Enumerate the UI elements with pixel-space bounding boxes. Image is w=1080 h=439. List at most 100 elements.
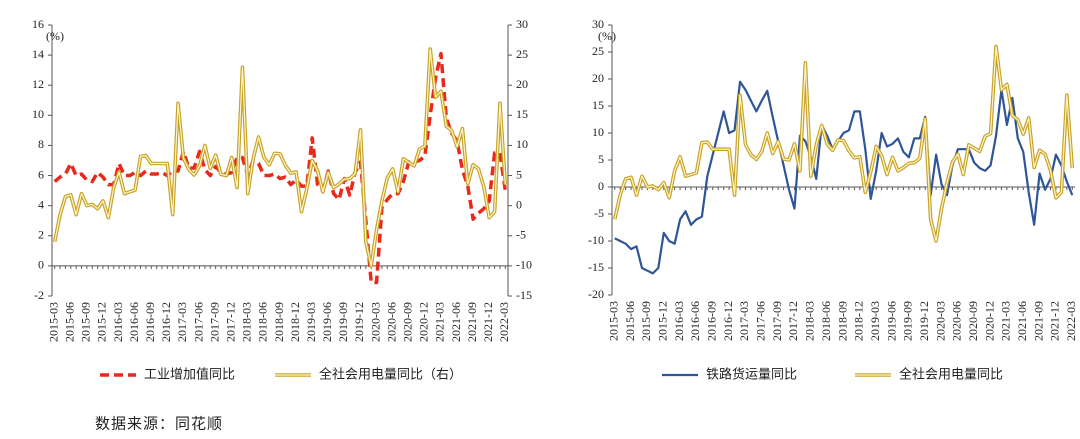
x-tick-label: 2016-03 xyxy=(111,302,125,342)
y-tick-label: 2 xyxy=(38,228,44,242)
y-tick-label: -5 xyxy=(594,206,604,220)
y2-tick-label: 10 xyxy=(516,137,528,151)
y-axis-unit: (%) xyxy=(46,29,64,43)
x-tick-label: 2017-03 xyxy=(737,301,751,341)
x-tick-label: 2018-06 xyxy=(819,301,833,341)
x-tick-label: 2018-09 xyxy=(272,302,286,342)
x-tick-label: 2021-06 xyxy=(1015,301,1029,341)
x-tick-label: 2017-03 xyxy=(175,302,189,342)
x-tick-label: 2022-03 xyxy=(1064,301,1078,341)
x-tick-label: 2019-12 xyxy=(352,302,366,342)
x-tick-label: 2019-09 xyxy=(336,302,350,342)
x-tick-label: 2015-09 xyxy=(79,302,93,342)
x-tick-label: 2017-09 xyxy=(207,302,221,342)
x-tick-label: 2016-12 xyxy=(721,301,735,341)
y2-tick-label: 15 xyxy=(516,107,528,121)
x-tick-label: 2021-12 xyxy=(1048,301,1062,341)
x-tick-label: 2021-09 xyxy=(465,302,479,342)
x-tick-label: 2016-09 xyxy=(143,302,157,342)
x-tick-label: 2022-03 xyxy=(497,302,511,342)
x-tick-label: 2021-06 xyxy=(449,302,463,342)
y-tick-label: -20 xyxy=(588,287,604,301)
y-tick-label: 8 xyxy=(38,137,44,151)
x-tick-label: 2018-09 xyxy=(835,301,849,341)
y-tick-label: 12 xyxy=(32,77,44,91)
x-tick-label: 2020-09 xyxy=(966,301,980,341)
y2-tick-label: -10 xyxy=(516,258,532,272)
x-tick-label: 2015-03 xyxy=(46,302,60,342)
y-tick-label: 5 xyxy=(598,152,604,166)
x-tick-label: 2020-03 xyxy=(933,301,947,341)
x-tick-label: 2021-03 xyxy=(433,302,447,342)
legend-label: 工业增加值同比 xyxy=(144,367,235,383)
x-tick-label: 2015-12 xyxy=(655,301,669,341)
x-tick-label: 2018-03 xyxy=(240,302,254,342)
y2-tick-label: 5 xyxy=(516,167,522,181)
x-tick-label: 2021-12 xyxy=(481,302,495,342)
y2-tick-label: 20 xyxy=(516,77,528,91)
x-tick-label: 2016-06 xyxy=(127,302,141,342)
series-line xyxy=(53,51,508,285)
x-tick-label: 2019-06 xyxy=(884,301,898,341)
series-line xyxy=(52,47,508,268)
y-tick-label: 16 xyxy=(32,17,44,31)
x-tick-label: 2019-06 xyxy=(320,302,334,342)
y-tick-label: -2 xyxy=(34,288,44,302)
y-tick-label: 4 xyxy=(38,197,44,211)
x-tick-label: 2021-03 xyxy=(999,301,1013,341)
x-tick-label: 2020-03 xyxy=(368,302,382,342)
x-tick-label: 2019-09 xyxy=(901,301,915,341)
x-tick-label: 2020-06 xyxy=(384,302,398,342)
x-tick-label: 2015-12 xyxy=(95,302,109,342)
x-tick-label: 2017-12 xyxy=(786,301,800,341)
x-tick-label: 2015-06 xyxy=(63,302,77,342)
x-tick-label: 2018-06 xyxy=(256,302,270,342)
x-tick-label: 2017-06 xyxy=(191,302,205,342)
x-tick-label: 2019-03 xyxy=(868,301,882,341)
x-tick-label: 2016-03 xyxy=(672,301,686,341)
x-tick-label: 2018-03 xyxy=(803,301,817,341)
x-tick-label: 2015-03 xyxy=(606,301,620,341)
x-tick-label: 2015-09 xyxy=(639,301,653,341)
x-tick-label: 2020-09 xyxy=(401,302,415,342)
legend-label: 全社会用电量同比（右） xyxy=(319,367,462,383)
x-tick-label: 2019-12 xyxy=(917,301,931,341)
x-tick-label: 2019-03 xyxy=(304,302,318,342)
legend-label: 铁路货运量同比 xyxy=(706,367,797,383)
x-tick-label: 2017-12 xyxy=(223,302,237,342)
y2-tick-label: -5 xyxy=(516,228,526,242)
y2-tick-label: 25 xyxy=(516,47,528,61)
series-line xyxy=(612,44,1075,243)
y-tick-label: 10 xyxy=(32,107,44,121)
x-tick-label: 2020-06 xyxy=(950,301,964,341)
y-axis-unit: (%) xyxy=(598,29,616,43)
series-line-inner xyxy=(54,48,506,267)
y-tick-label: -10 xyxy=(588,233,604,247)
legend-label: 全社会用电量同比 xyxy=(899,367,1003,383)
x-tick-label: 2016-06 xyxy=(688,301,702,341)
x-tick-label: 2020-12 xyxy=(417,302,431,342)
y-tick-label: 6 xyxy=(38,167,44,181)
x-tick-label: 2017-06 xyxy=(754,301,768,341)
y-tick-label: 0 xyxy=(38,258,44,272)
x-tick-label: 2018-12 xyxy=(852,301,866,341)
y-tick-label: 0 xyxy=(598,179,604,193)
y-tick-label: 14 xyxy=(32,47,44,61)
y-tick-label: 20 xyxy=(592,71,604,85)
y-tick-label: 15 xyxy=(592,98,604,112)
y-tick-label: 30 xyxy=(592,17,604,31)
y2-tick-label: 0 xyxy=(516,197,522,211)
y-tick-label: -15 xyxy=(588,260,604,274)
series-line xyxy=(614,80,1074,275)
y2-tick-label: 30 xyxy=(516,17,528,31)
y-tick-label: 10 xyxy=(592,125,604,139)
x-tick-label: 2016-12 xyxy=(159,302,173,342)
x-tick-label: 2021-09 xyxy=(1031,301,1045,341)
x-tick-label: 2015-06 xyxy=(623,301,637,341)
x-tick-label: 2016-09 xyxy=(705,301,719,341)
x-tick-label: 2017-09 xyxy=(770,301,784,341)
x-tick-label: 2020-12 xyxy=(982,301,996,341)
y-tick-label: 25 xyxy=(592,44,604,58)
series-line-inner xyxy=(614,46,1073,242)
